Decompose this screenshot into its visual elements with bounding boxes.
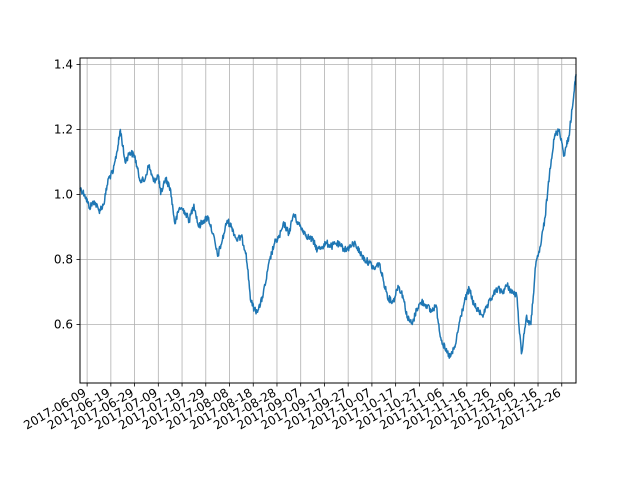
x-axis: 2017-06-092017-06-192017-06-292017-07-09…	[21, 383, 563, 432]
y-axis: 0.6 0.8 1.0 1.2 1.4	[54, 58, 80, 332]
y-tick-label: 0.6	[54, 318, 73, 332]
plot-frame	[79, 57, 577, 384]
y-tick-label: 1.0	[54, 188, 73, 202]
y-tick-label: 0.8	[54, 253, 73, 267]
series-line	[79, 74, 577, 359]
y-tick-label: 1.4	[54, 58, 73, 72]
grid-lines	[80, 58, 576, 383]
y-tick-label: 1.2	[54, 123, 73, 137]
series-layer	[79, 74, 577, 359]
